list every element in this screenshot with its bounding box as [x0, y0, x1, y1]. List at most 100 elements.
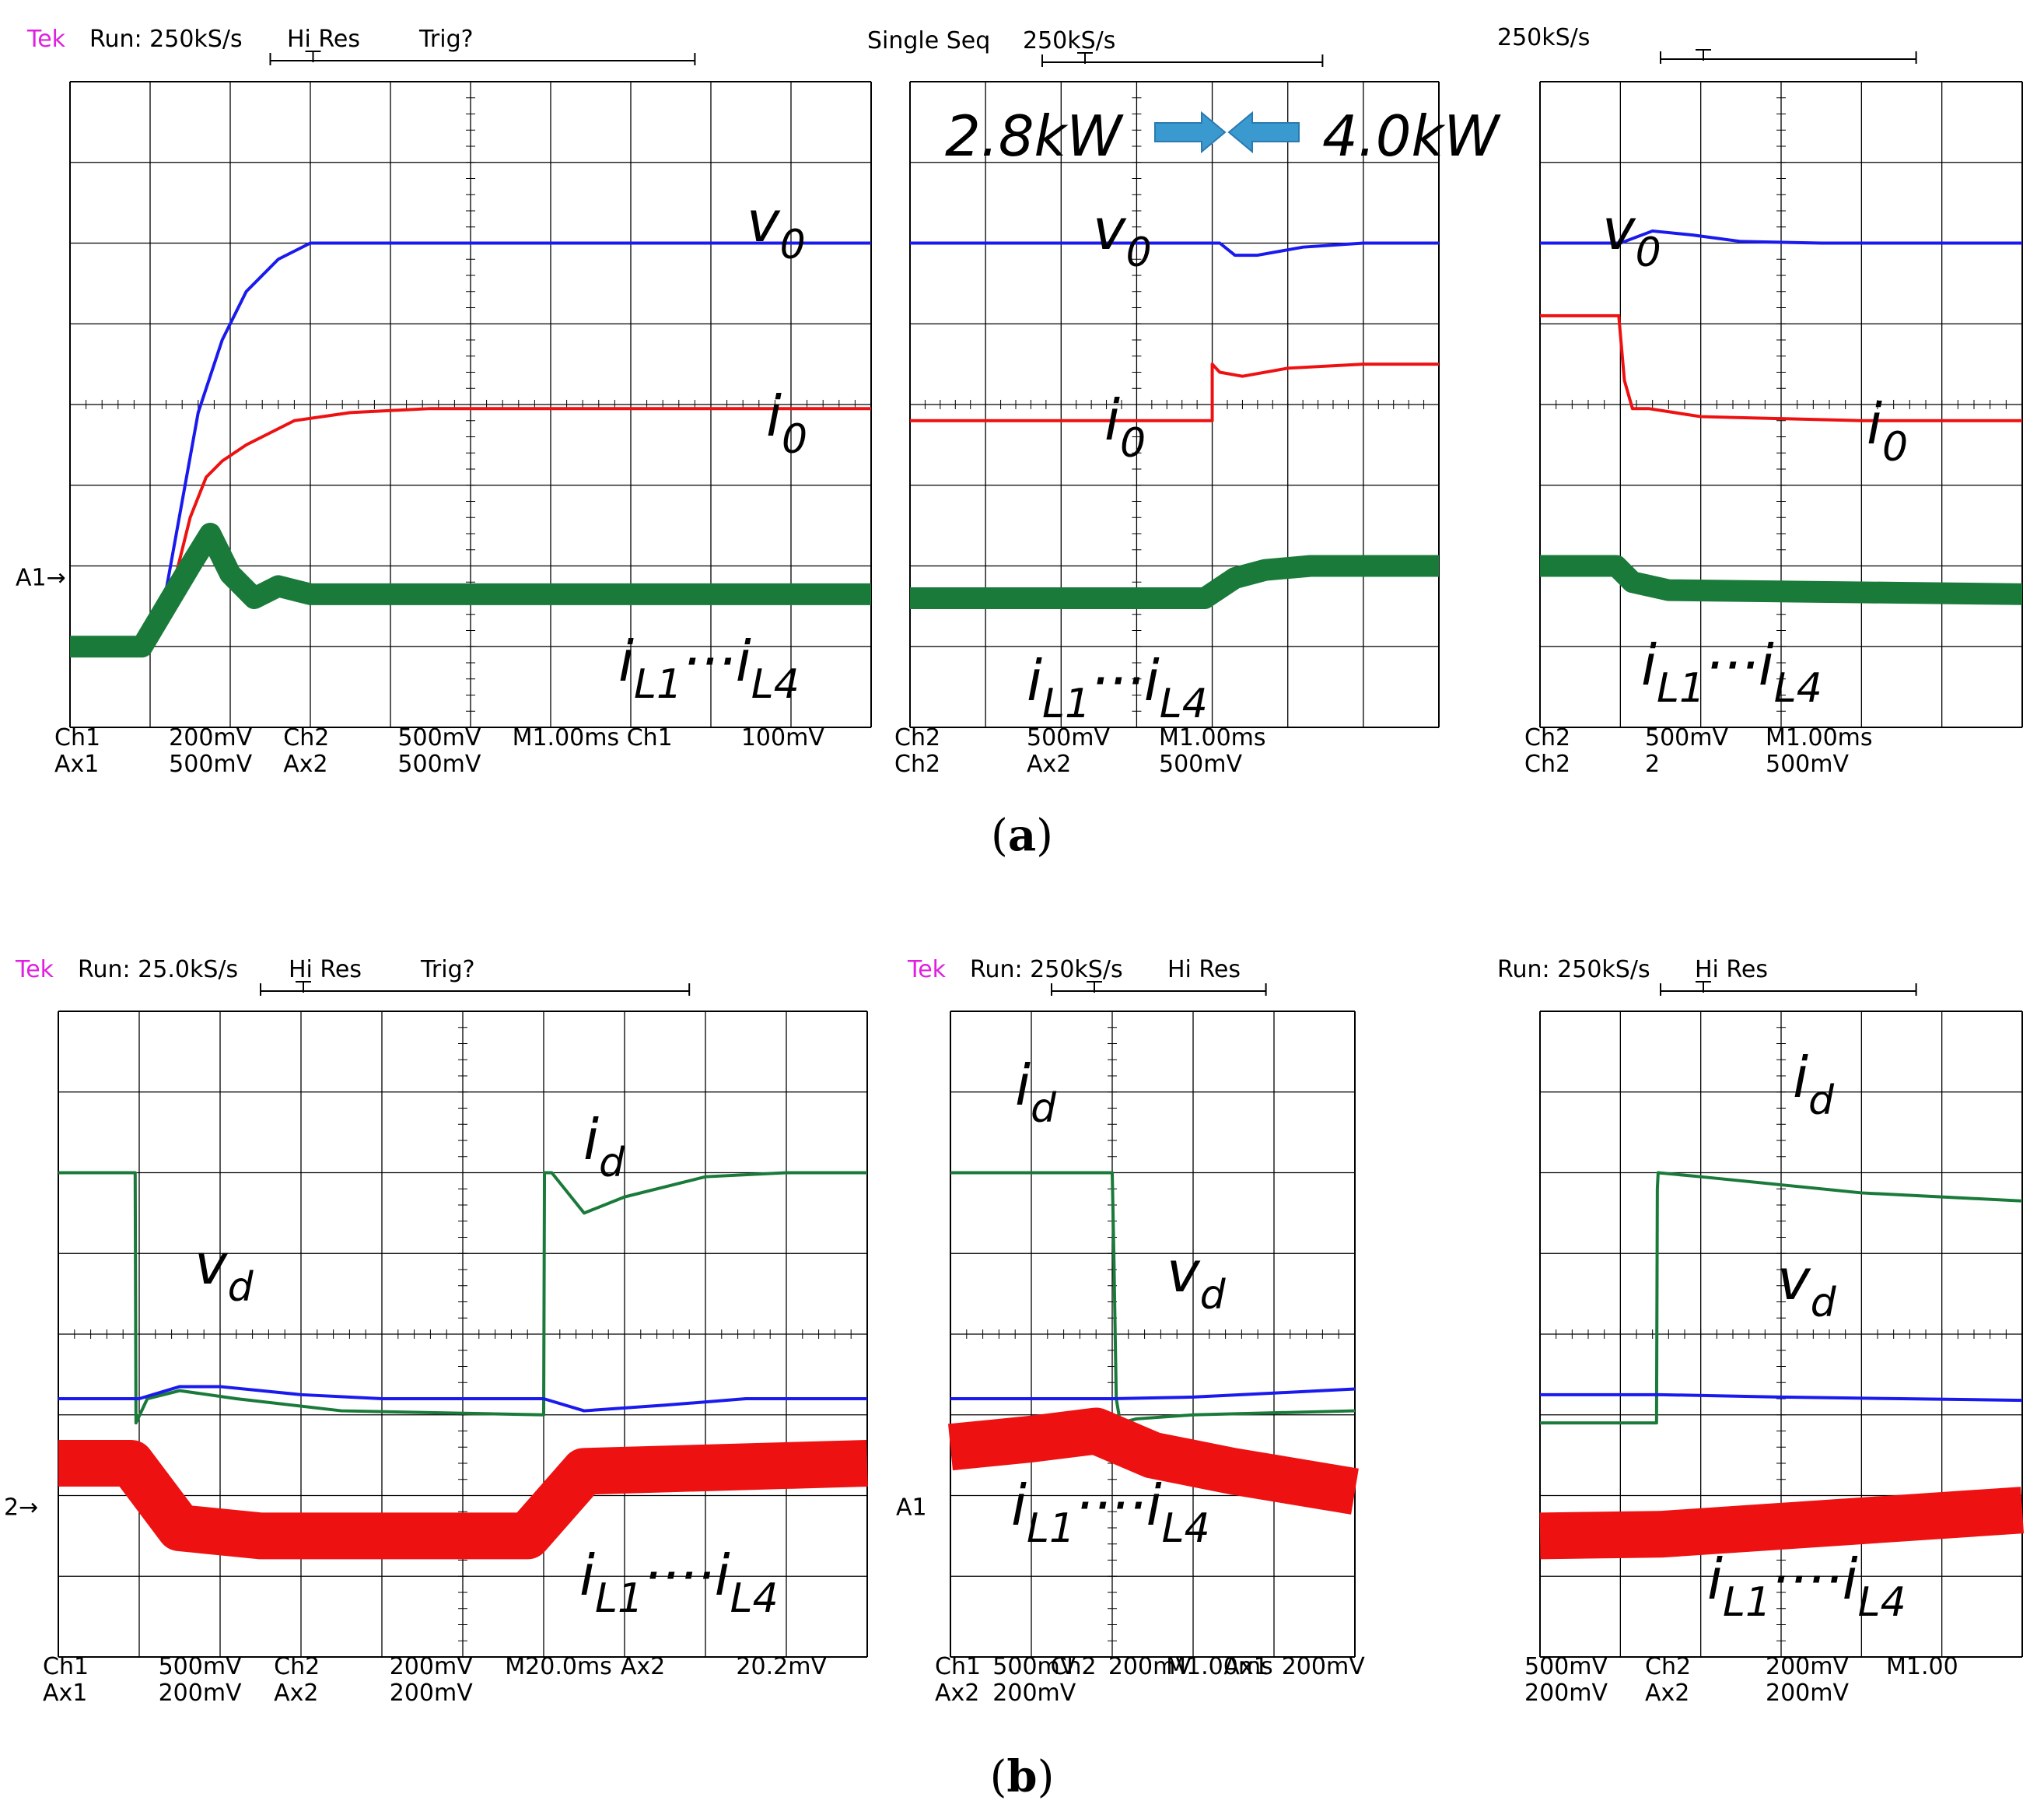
power-label-right: 4.0kW — [1322, 103, 1501, 169]
label-vd: vd — [1777, 1247, 1837, 1326]
footer-reading: 500mV — [397, 751, 481, 778]
label-il: iL1····iL4 — [579, 1543, 779, 1622]
arrow-right-icon — [1154, 110, 1227, 154]
trace-red — [1540, 314, 2022, 422]
trigger-bracket — [1660, 49, 1917, 64]
footer-reading: 500mV — [1027, 724, 1110, 751]
header-mode: Hi Res — [289, 956, 362, 983]
footer-reading: Ch2 — [894, 751, 940, 778]
scope-panel-a1: Tek Run: 250kS/s Hi Res Trig? Ch1 200mV Ch2 500… — [16, 26, 872, 778]
label-i0: i0 — [766, 384, 807, 463]
arrow-left-icon — [1227, 110, 1300, 154]
footer-reading: 500mV — [1645, 724, 1728, 751]
label-v0: v0 — [1093, 197, 1152, 276]
trigger-bracket — [1041, 52, 1324, 67]
trigger-bracket — [1660, 981, 1917, 996]
header-mode: Hi Res — [287, 26, 360, 53]
footer-reading: 500mV — [1159, 751, 1242, 778]
trace-green — [950, 1171, 1356, 1425]
label-id: id — [1793, 1045, 1835, 1124]
footer-reading: Ch1 — [54, 724, 100, 751]
power-label-left: 2.8kW — [945, 103, 1124, 169]
footer-reading: Ch2 — [274, 1653, 320, 1680]
trace-red — [58, 1440, 868, 1560]
trace-blue — [58, 1385, 867, 1413]
footer-reading: Ax2 — [935, 1680, 979, 1707]
footer-reading: Ch1 — [43, 1653, 89, 1680]
trigger-bracket — [269, 51, 696, 65]
caption-b: (b) — [990, 1751, 1055, 1802]
footer-reading: 500mV — [1524, 1653, 1608, 1680]
footer-reading: 500mV — [992, 1653, 1076, 1680]
trace-red — [948, 1407, 1359, 1515]
trace-green — [1540, 1171, 2023, 1425]
footer-reading: 200mV — [1108, 1653, 1192, 1680]
footer-reading: 200mV — [390, 1653, 473, 1680]
trace-red — [1539, 1487, 2025, 1560]
label-il: iL1····iL4 — [1011, 1473, 1210, 1552]
header-trig: Trig? — [418, 26, 474, 53]
label-i0: i0 — [1104, 387, 1146, 467]
header-trig: Trig? — [420, 956, 475, 983]
trace-blue — [910, 241, 1439, 257]
footer-reading: Ch2 — [1051, 1653, 1097, 1680]
scope-panel-b1: Tek Run: 25.0kS/s Hi Res Trig? Ch1 500mV Ch2 20… — [4, 956, 868, 1707]
footer-reading: Ch2 — [1524, 724, 1570, 751]
header-tek: Tek — [907, 956, 947, 983]
label-vd: vd — [1167, 1239, 1227, 1319]
footer-reading: 200mV — [1766, 1680, 1849, 1707]
footer-reading: 500mV — [397, 724, 481, 751]
trace-green — [58, 1171, 867, 1425]
header-run: Run: 250kS/s — [1497, 956, 1650, 983]
trace-blue — [950, 1387, 1356, 1400]
trace-blue — [1540, 229, 2022, 245]
footer-reading: 500mV — [169, 751, 252, 778]
label-il: iL1····iL4 — [1707, 1547, 1906, 1626]
label-il: iL1···iL4 — [1641, 632, 1822, 712]
footer-reading: 500mV — [1766, 751, 1849, 778]
footer-reading: Ax2 — [274, 1680, 318, 1707]
caption-a: (a) — [991, 810, 1053, 861]
label-vd: vd — [194, 1231, 254, 1311]
footer-reading: 200mV — [159, 1680, 242, 1707]
header-run: Single Seq — [867, 27, 990, 54]
trigger-bracket — [1051, 981, 1267, 996]
footer-reading: Ch1 — [627, 724, 673, 751]
trace-blue — [1540, 1392, 2023, 1403]
trace-green — [1540, 555, 2023, 605]
footer-reading: Ch2 — [1645, 1653, 1691, 1680]
label-id: id — [583, 1107, 625, 1186]
footer-reading: Ax1 — [43, 1680, 87, 1707]
header-tek: Tek — [15, 956, 54, 983]
footer-reading: Ch2 — [894, 724, 940, 751]
footer-reading: Ax1 — [54, 751, 99, 778]
channel-marker: A1 — [896, 1494, 927, 1521]
footer-reading: Ax2 — [1645, 1680, 1689, 1707]
footer-reading: 20.2mV — [736, 1653, 827, 1680]
label-v0: v0 — [747, 189, 806, 268]
label-il: iL1···iL4 — [1027, 648, 1208, 727]
footer-reading: 200mV — [169, 724, 252, 751]
footer-reading: M1.00ms — [1166, 1653, 1273, 1680]
trace-green — [70, 523, 871, 658]
footer-reading: 500mV — [159, 1653, 242, 1680]
footer-reading: 100mV — [741, 724, 824, 751]
header-run: Run: 25.0kS/s — [78, 956, 238, 983]
footer-reading: Ax2 — [283, 751, 327, 778]
footer-reading: M1.00ms — [513, 724, 620, 751]
trace-green — [910, 555, 1439, 609]
header-mode: Hi Res — [1167, 956, 1241, 983]
footer-reading: 200mV — [1524, 1680, 1608, 1707]
footer-reading: 200mV — [992, 1680, 1076, 1707]
footer-reading: Ax1 — [1223, 1653, 1268, 1680]
header-run: Run: 250kS/s — [89, 26, 243, 53]
header-mode: Hi Res — [1695, 956, 1768, 983]
footer-reading: 200mV — [390, 1680, 473, 1707]
trace-red — [910, 363, 1439, 422]
footer-reading: Ax2 — [621, 1653, 665, 1680]
footer-reading: Ch1 — [935, 1653, 981, 1680]
header-tek: Tek — [26, 26, 66, 53]
